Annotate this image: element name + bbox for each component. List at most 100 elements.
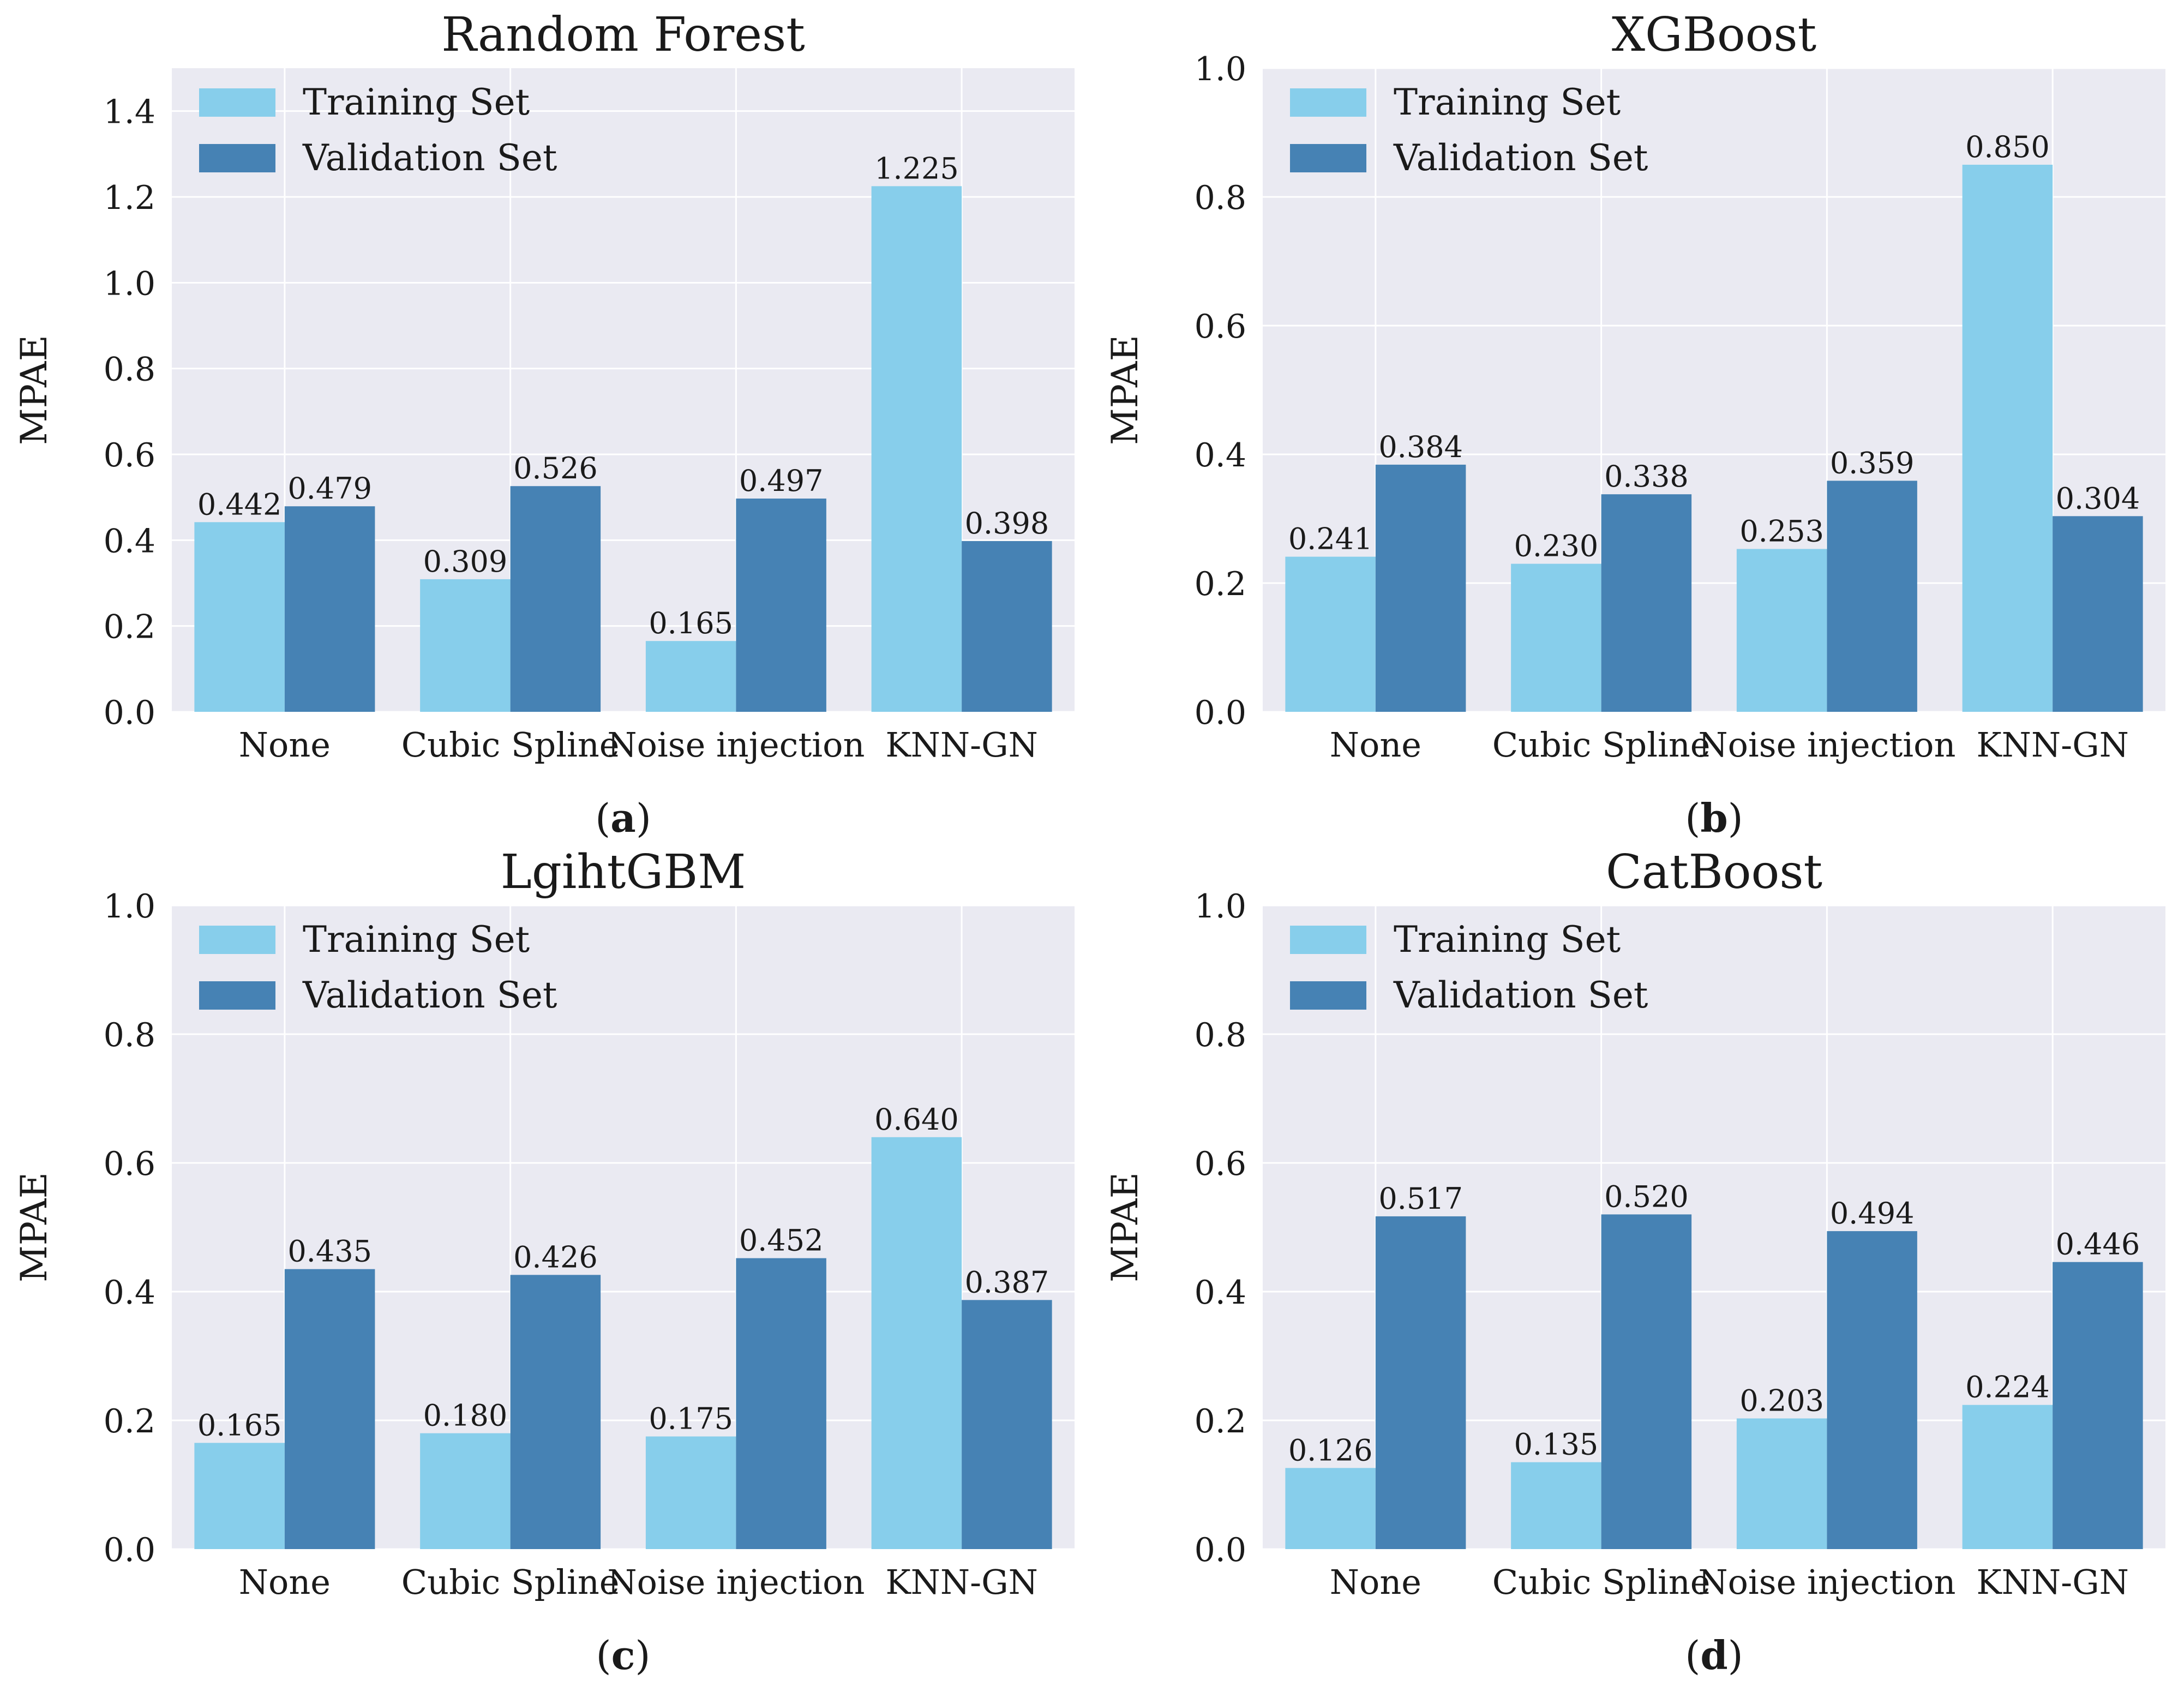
training-bar-3 — [1962, 1405, 2053, 1549]
training-bar-0 — [1285, 1468, 1376, 1549]
y-tick-label: 0.6 — [104, 1145, 155, 1183]
bar-value-label: 0.241 — [1288, 522, 1373, 556]
bar-value-label: 0.384 — [1378, 430, 1463, 464]
y-tick-label: 1.0 — [1195, 50, 1246, 88]
bar-value-label: 0.135 — [1514, 1427, 1599, 1462]
legend-label: Validation Set — [302, 974, 557, 1016]
validation-bar-2 — [736, 1258, 826, 1549]
x-category-label: KNN-GN — [885, 725, 1038, 765]
y-tick-label: 0.4 — [104, 522, 155, 560]
y-tick-label: 0.6 — [1195, 1145, 1246, 1183]
bar-value-label: 0.517 — [1378, 1181, 1463, 1216]
y-tick-label: 1.0 — [104, 887, 155, 926]
y-tick-label: 0.0 — [1195, 694, 1246, 732]
bar-value-label: 1.225 — [874, 151, 959, 185]
y-tick-label: 1.0 — [104, 265, 155, 303]
validation-bar-0 — [284, 1269, 375, 1549]
caption-letter: d — [1700, 1632, 1727, 1678]
y-tick-label: 0.0 — [104, 1531, 155, 1569]
validation-bar-3 — [962, 1300, 1052, 1549]
training-bar-1 — [420, 579, 511, 712]
legend-swatch-validation — [199, 981, 275, 1010]
y-tick-label: 0.2 — [104, 1402, 155, 1441]
y-tick-label: 0.2 — [104, 608, 155, 646]
panel-caption: (b) — [1685, 795, 1743, 841]
x-category-label: Noise injection — [607, 725, 865, 765]
x-category-label: None — [239, 725, 331, 765]
legend-label: Validation Set — [1393, 974, 1648, 1016]
training-bar-1 — [1511, 563, 1601, 712]
panel-caption: (d) — [1685, 1632, 1743, 1678]
x-category-label: Cubic Spline — [1492, 1562, 1711, 1602]
y-tick-label: 0.4 — [1195, 1274, 1246, 1312]
chart-panel-d: 0.0 0.2 0.4 0.6 0.8 1.0 0.126 0.135 0.203 0.224 0.… — [1104, 845, 2165, 1678]
caption-paren-open: ( — [1685, 1633, 1700, 1678]
training-bar-0 — [1285, 556, 1376, 712]
y-axis-label: MPAE — [13, 335, 55, 445]
legend-swatch-training — [199, 926, 275, 954]
training-bar-1 — [420, 1433, 511, 1549]
chart-title: CatBoost — [1606, 845, 1822, 899]
chart-title: LgihtGBM — [501, 845, 746, 899]
bar-value-label: 0.479 — [287, 471, 372, 506]
bar-value-label: 0.224 — [1965, 1370, 2050, 1405]
panel-caption: (a) — [595, 795, 651, 841]
validation-bar-0 — [284, 506, 375, 712]
chart-panel-a: 0.0 0.2 0.4 0.6 0.8 1.0 1.2 1.4 0.442 0.309 0.165 1… — [13, 8, 1075, 841]
bar-value-label: 0.230 — [1514, 529, 1599, 563]
bar-value-label: 0.850 — [1965, 130, 2050, 164]
legend-swatch-validation — [199, 144, 275, 172]
x-category-label: KNN-GN — [885, 1562, 1038, 1602]
validation-bar-2 — [736, 499, 826, 712]
bar-value-label: 0.253 — [1739, 514, 1824, 548]
bar-value-label: 0.359 — [1830, 446, 1915, 480]
y-tick-label: 0.8 — [104, 351, 155, 389]
training-bar-3 — [871, 1137, 962, 1549]
training-bar-2 — [645, 1436, 736, 1549]
panel-caption: (c) — [596, 1632, 650, 1678]
legend-swatch-training — [1290, 88, 1366, 117]
y-tick-label: 1.2 — [104, 179, 155, 217]
legend-label: Training Set — [303, 81, 530, 123]
validation-bar-0 — [1375, 1216, 1466, 1549]
legend-swatch-training — [199, 88, 275, 117]
chart-panel-b: 0.0 0.2 0.4 0.6 0.8 1.0 0.241 0.230 0.253 0.850 0.… — [1104, 8, 2165, 841]
x-category-label: KNN-GN — [1976, 1562, 2129, 1602]
chart-title: XGBoost — [1612, 8, 1816, 62]
bar-value-label: 0.520 — [1604, 1179, 1689, 1214]
x-category-label: Cubic Spline — [401, 725, 620, 765]
caption-paren-close: ) — [1728, 795, 1743, 841]
training-bar-0 — [194, 1443, 285, 1549]
chart-panel-c: 0.0 0.2 0.4 0.6 0.8 1.0 0.165 0.180 0.175 0.640 0.… — [13, 845, 1075, 1678]
bar-value-label: 0.494 — [1830, 1196, 1915, 1231]
x-category-label: Cubic Spline — [401, 1562, 620, 1602]
y-axis-label: MPAE — [1104, 1172, 1146, 1282]
validation-bar-1 — [510, 1275, 601, 1549]
bar-value-label: 0.526 — [513, 451, 598, 485]
bar-value-label: 0.387 — [965, 1265, 1049, 1299]
caption-paren-open: ( — [1685, 795, 1700, 841]
bar-value-label: 0.180 — [423, 1399, 508, 1433]
caption-paren-open: ( — [596, 1633, 611, 1678]
bar-value-label: 0.435 — [287, 1234, 372, 1269]
legend-label: Validation Set — [302, 137, 557, 179]
training-bar-0 — [194, 522, 285, 712]
training-bar-2 — [1736, 1418, 1827, 1549]
training-bar-3 — [1962, 165, 2053, 712]
caption-letter: a — [610, 795, 636, 841]
y-tick-label: 0.0 — [104, 694, 155, 732]
y-tick-label: 1.0 — [1195, 887, 1246, 926]
bar-value-label: 0.446 — [2056, 1227, 2140, 1262]
legend-label: Training Set — [303, 919, 530, 961]
validation-bar-2 — [1827, 1231, 1917, 1549]
bar-value-label: 0.304 — [2056, 481, 2140, 515]
training-bar-3 — [871, 186, 962, 712]
y-tick-label: 0.8 — [1195, 179, 1246, 217]
validation-bar-3 — [2053, 516, 2143, 712]
validation-bar-2 — [1827, 481, 1917, 712]
caption-paren-open: ( — [595, 795, 610, 841]
training-bar-2 — [1736, 549, 1827, 712]
y-tick-label: 0.6 — [1195, 308, 1246, 346]
y-tick-label: 0.4 — [104, 1274, 155, 1312]
